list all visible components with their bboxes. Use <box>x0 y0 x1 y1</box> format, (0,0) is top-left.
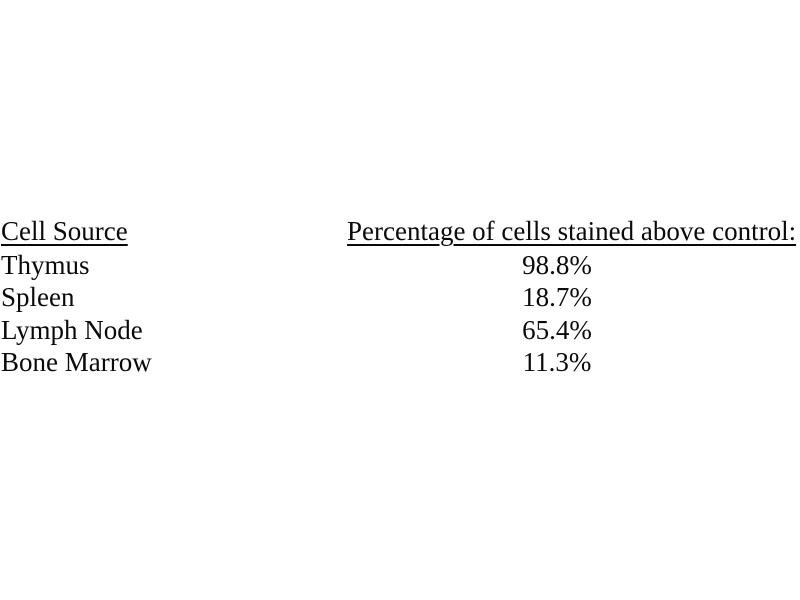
percentage-spleen: 18.7% <box>522 282 592 312</box>
column-header-cell-source: Cell Source <box>1 216 128 246</box>
table-row: Bone Marrow 11.3% <box>1 346 800 379</box>
table-row: Spleen 18.7% <box>1 281 800 314</box>
table-header-row: Cell Source Percentage of cells stained … <box>1 215 800 248</box>
percentage-lymph-node: 65.4% <box>522 315 592 345</box>
cell-source-bone-marrow: Bone Marrow <box>1 347 152 377</box>
cell-source-lymph-node: Lymph Node <box>1 315 143 345</box>
percentage-thymus: 98.8% <box>522 250 592 280</box>
cell-source-spleen: Spleen <box>1 282 75 312</box>
cell-source-thymus: Thymus <box>1 250 90 280</box>
table-row: Lymph Node 65.4% <box>1 314 800 347</box>
percentage-bone-marrow: 11.3% <box>522 347 592 377</box>
column-header-percentage: Percentage of cells stained above contro… <box>347 216 797 246</box>
table-row: Thymus 98.8% <box>1 249 800 282</box>
